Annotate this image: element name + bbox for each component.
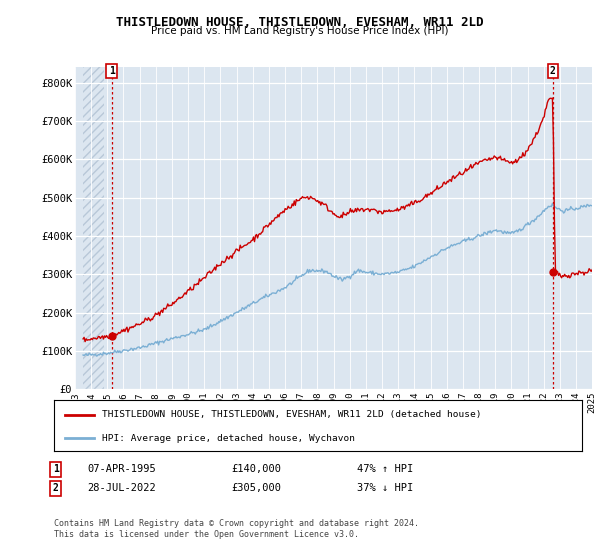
Text: 07-APR-1995: 07-APR-1995	[87, 464, 156, 474]
Bar	[83, 67, 104, 389]
Text: 2: 2	[550, 66, 556, 76]
Text: 1: 1	[109, 66, 115, 76]
Text: 47% ↑ HPI: 47% ↑ HPI	[357, 464, 413, 474]
Text: 2: 2	[53, 483, 59, 493]
Text: 37% ↓ HPI: 37% ↓ HPI	[357, 483, 413, 493]
Text: 28-JUL-2022: 28-JUL-2022	[87, 483, 156, 493]
Text: £305,000: £305,000	[231, 483, 281, 493]
Text: THISTLEDOWN HOUSE, THISTLEDOWN, EVESHAM, WR11 2LD (detached house): THISTLEDOWN HOUSE, THISTLEDOWN, EVESHAM,…	[101, 410, 481, 419]
Text: Price paid vs. HM Land Registry's House Price Index (HPI): Price paid vs. HM Land Registry's House …	[151, 26, 449, 36]
Text: THISTLEDOWN HOUSE, THISTLEDOWN, EVESHAM, WR11 2LD: THISTLEDOWN HOUSE, THISTLEDOWN, EVESHAM,…	[116, 16, 484, 29]
Text: HPI: Average price, detached house, Wychavon: HPI: Average price, detached house, Wych…	[101, 433, 355, 443]
Text: 1: 1	[53, 464, 59, 474]
Text: £140,000: £140,000	[231, 464, 281, 474]
Text: Contains HM Land Registry data © Crown copyright and database right 2024.
This d: Contains HM Land Registry data © Crown c…	[54, 520, 419, 539]
